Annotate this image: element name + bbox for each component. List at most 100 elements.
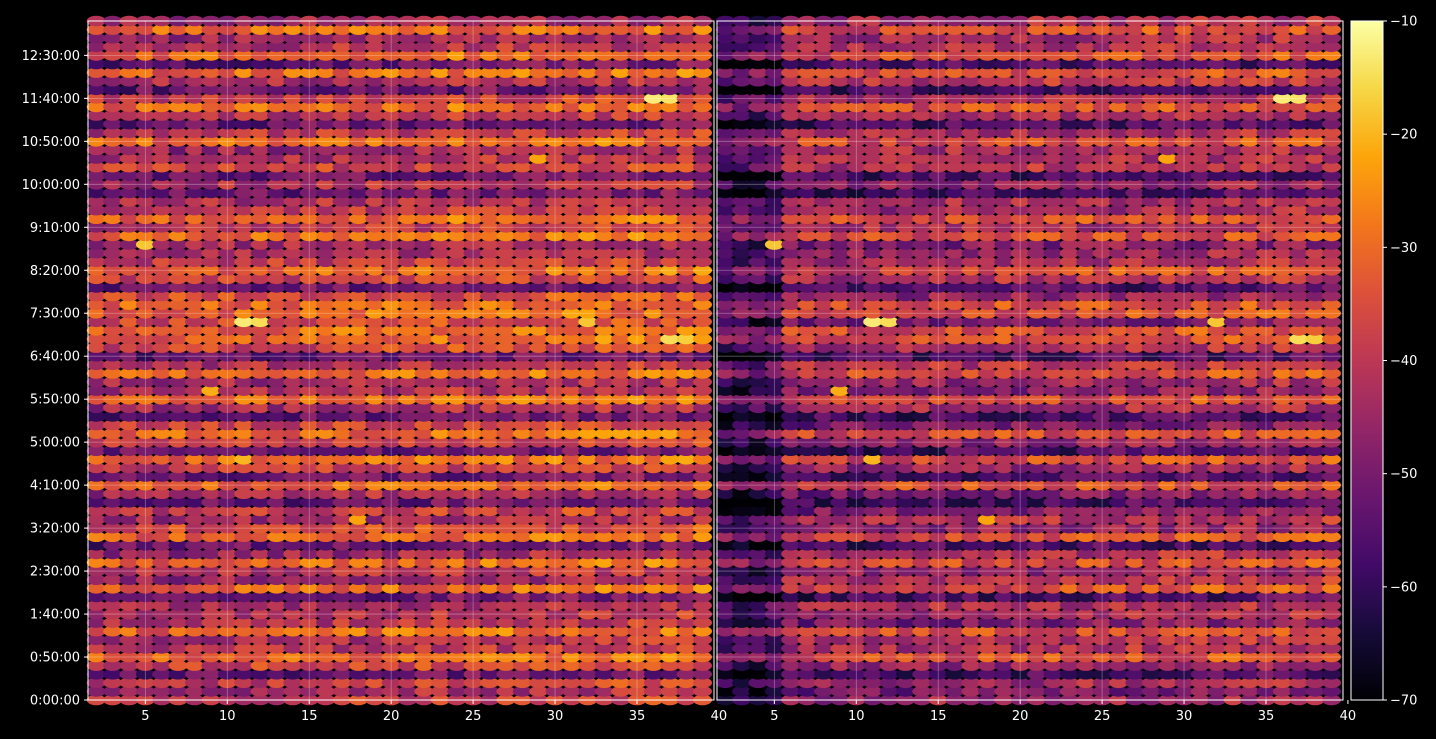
heatmap-cell xyxy=(561,634,581,646)
heatmap-cell xyxy=(693,497,712,508)
heatmap-cell xyxy=(250,617,270,628)
heatmap-cell xyxy=(119,608,139,620)
heatmap-cell xyxy=(545,608,565,620)
heatmap-cell xyxy=(152,488,172,500)
heatmap-cell xyxy=(152,668,172,680)
heatmap-cell xyxy=(348,686,368,697)
heatmap-cell xyxy=(414,660,434,671)
heatmap-cell xyxy=(119,471,139,482)
heatmap-cell xyxy=(430,591,450,603)
heatmap-cell xyxy=(250,479,270,491)
heatmap-cell xyxy=(676,479,696,491)
heatmap-cell xyxy=(185,600,204,611)
heatmap-cell xyxy=(594,471,614,482)
heatmap-cell xyxy=(168,479,188,491)
heatmap-cell xyxy=(217,608,237,620)
heatmap-cell xyxy=(643,660,663,671)
heatmap-cell xyxy=(480,634,499,646)
heatmap-cell xyxy=(529,454,549,465)
heatmap-cell xyxy=(250,531,270,542)
heatmap-cell xyxy=(496,608,516,620)
heatmap-cell xyxy=(414,617,434,628)
heatmap-cell xyxy=(660,454,680,465)
heatmap-cell xyxy=(283,548,303,560)
heatmap-cell xyxy=(316,471,336,482)
heatmap-cell xyxy=(693,514,712,525)
heatmap-cell xyxy=(447,479,467,491)
heatmap-cell xyxy=(496,514,516,525)
heatmap-cell xyxy=(398,540,418,551)
heatmap-cell xyxy=(398,651,418,663)
heatmap-cell xyxy=(381,514,401,525)
heatmap-cell xyxy=(168,462,188,474)
heatmap-cell xyxy=(316,488,336,500)
heatmap-cell xyxy=(332,497,352,508)
heatmap-cell xyxy=(561,600,581,611)
heatmap-cell xyxy=(561,625,581,637)
heatmap-cell xyxy=(643,462,663,474)
heatmap-cell xyxy=(135,522,155,534)
heatmap-cell xyxy=(545,591,565,603)
heatmap-cell xyxy=(316,522,336,534)
heatmap-cell xyxy=(561,462,581,474)
heatmap-cell xyxy=(267,505,286,517)
heatmap-cell xyxy=(480,643,499,654)
heatmap-cell xyxy=(103,617,123,628)
heatmap-cell xyxy=(332,557,352,568)
heatmap-cell xyxy=(463,454,483,465)
heatmap-cell xyxy=(365,540,385,551)
heatmap-cell xyxy=(168,625,188,637)
heatmap-cell xyxy=(234,522,254,534)
heatmap-cell xyxy=(561,548,581,560)
heatmap-cell xyxy=(381,471,401,482)
heatmap-cell xyxy=(299,600,319,611)
heatmap-cell xyxy=(299,557,319,568)
heatmap-cell xyxy=(430,608,450,620)
heatmap-cell xyxy=(217,686,237,697)
heatmap-cell xyxy=(299,497,319,508)
heatmap-cell xyxy=(217,531,237,542)
heatmap-cell xyxy=(135,643,155,654)
heatmap-cell xyxy=(414,583,434,594)
heatmap-cell xyxy=(463,651,483,663)
heatmap-cell xyxy=(529,591,549,603)
heatmap-cell xyxy=(365,522,385,534)
heatmap-cell xyxy=(578,540,598,551)
heatmap-cell xyxy=(348,634,368,646)
heatmap-cell xyxy=(447,488,467,500)
heatmap-cell xyxy=(316,660,336,671)
heatmap-cell xyxy=(627,677,647,689)
heatmap-cell xyxy=(316,497,336,508)
heatmap-cell xyxy=(480,677,499,689)
heatmap-cell xyxy=(660,471,680,482)
heatmap-cell xyxy=(643,617,663,628)
heatmap-cell xyxy=(168,557,188,568)
heatmap-cell xyxy=(332,531,352,542)
heatmap-cell xyxy=(545,643,565,654)
heatmap-cell xyxy=(168,677,188,689)
heatmap-cell xyxy=(611,548,631,560)
heatmap-cell xyxy=(463,574,483,585)
heatmap-cell xyxy=(185,548,204,560)
heatmap-cell xyxy=(86,643,106,654)
heatmap-cell xyxy=(234,557,254,568)
heatmap-cell xyxy=(299,643,319,654)
heatmap-cell xyxy=(217,462,237,474)
heatmap-cell xyxy=(86,608,106,620)
heatmap-cell xyxy=(316,462,336,474)
heatmap-cell xyxy=(299,686,319,697)
heatmap-cell xyxy=(316,479,336,491)
heatmap-cell xyxy=(119,617,139,628)
heatmap-cell xyxy=(381,565,401,577)
heatmap-cells xyxy=(86,15,712,706)
heatmap-cell xyxy=(594,677,614,689)
heatmap-cell xyxy=(512,565,532,577)
heatmap-cell xyxy=(414,479,434,491)
heatmap-cell xyxy=(365,471,385,482)
heatmap-cell xyxy=(119,548,139,560)
heatmap-cell xyxy=(217,479,237,491)
heatmap-cell xyxy=(316,531,336,542)
heatmap-cell xyxy=(447,591,467,603)
heatmap-cell xyxy=(250,668,270,680)
heatmap-cell xyxy=(529,600,549,611)
